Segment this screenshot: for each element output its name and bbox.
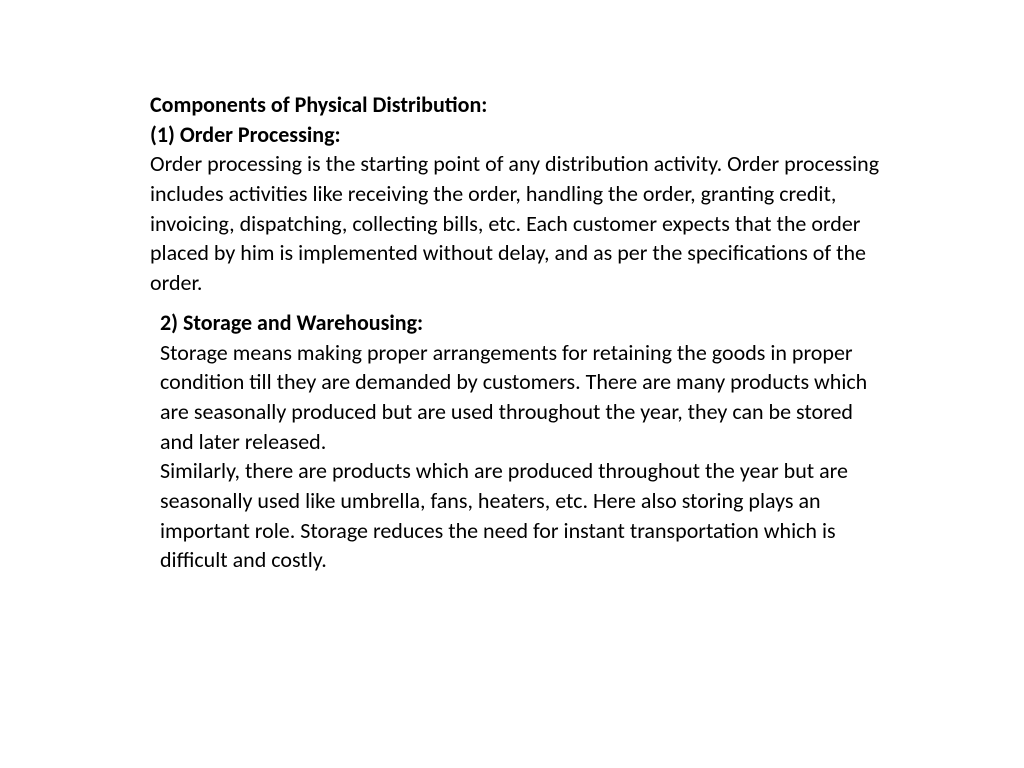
section-2-heading: 2) Storage and Warehousing:: [160, 308, 884, 338]
section-1-body: Order processing is the starting point o…: [150, 149, 884, 297]
slide-content: Components of Physical Distribution: (1)…: [0, 0, 1024, 575]
section-1-heading: (1) Order Processing:: [150, 120, 884, 150]
section-2-body-p1: Storage means making proper arrangements…: [160, 338, 884, 457]
section-2: 2) Storage and Warehousing: Storage mean…: [150, 308, 884, 575]
main-heading: Components of Physical Distribution:: [150, 90, 884, 120]
section-1: Components of Physical Distribution: (1)…: [150, 90, 884, 298]
section-2-body-p2: Similarly, there are products which are …: [160, 456, 884, 575]
